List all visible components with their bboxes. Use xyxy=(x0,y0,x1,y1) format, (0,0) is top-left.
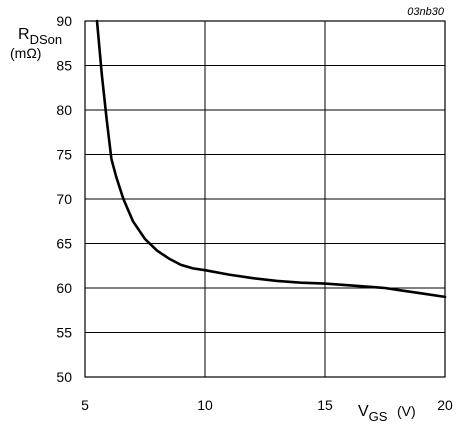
y-tick-label: 60 xyxy=(56,280,72,296)
y-axis-subscript: DSon xyxy=(30,32,63,47)
y-tick-labels: 50 55 60 65 70 75 80 85 90 xyxy=(56,13,72,385)
y-tick-label: 65 xyxy=(56,236,72,252)
x-tick-label: 15 xyxy=(317,397,333,413)
x-tick-label: 20 xyxy=(437,397,453,413)
y-tick-label: 50 xyxy=(56,369,72,385)
y-tick-label: 75 xyxy=(56,147,72,163)
series-line xyxy=(95,19,447,299)
figure-reference: 03nb30 xyxy=(407,6,445,18)
x-axis-symbol: V xyxy=(358,403,369,420)
x-axis-subscript: GS xyxy=(369,409,388,424)
x-tick-labels: 5 10 15 20 xyxy=(81,397,453,413)
plot-frame xyxy=(84,20,446,378)
x-tick-label: 5 xyxy=(81,397,89,413)
y-tick-label: 70 xyxy=(56,191,72,207)
y-tick-label: 85 xyxy=(56,58,72,74)
x-tick-label: 10 xyxy=(197,397,213,413)
x-axis-unit: (V) xyxy=(397,403,416,419)
y-axis-label: RDSon xyxy=(18,26,62,47)
y-axis-symbol: R xyxy=(18,26,30,43)
grid-lines xyxy=(85,21,445,377)
y-tick-label: 90 xyxy=(56,13,72,29)
y-axis-unit: (mΩ) xyxy=(10,45,41,61)
y-tick-label: 55 xyxy=(56,325,72,341)
x-axis-label: VGS xyxy=(358,403,388,424)
y-tick-label: 80 xyxy=(56,102,72,118)
